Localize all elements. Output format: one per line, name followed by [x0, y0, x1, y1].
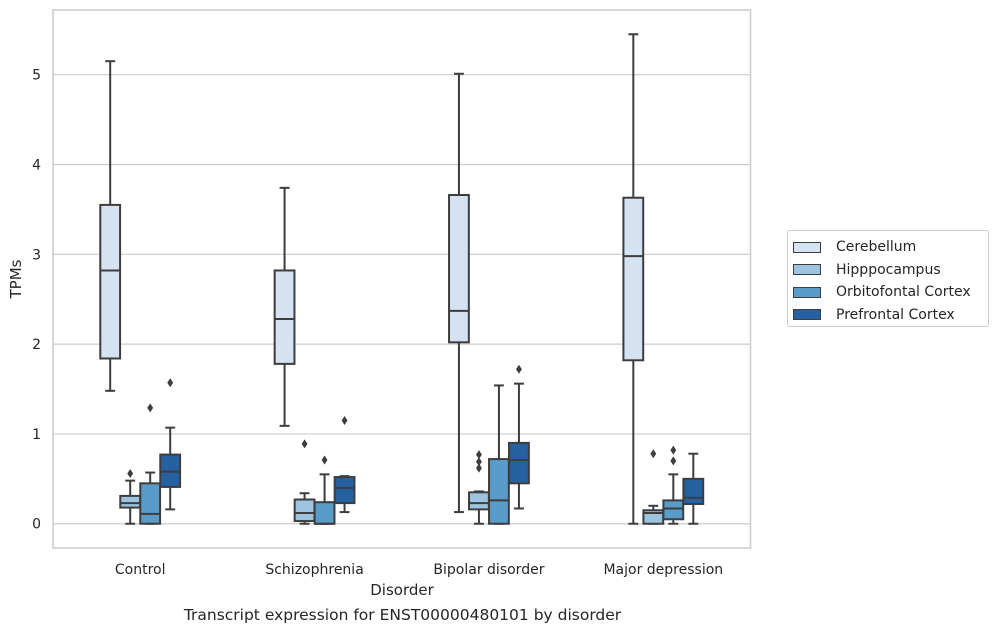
box-hipppocampus	[642, 449, 665, 525]
legend-item: Orbitofontal Cortex	[793, 281, 988, 304]
outlier-point	[341, 415, 348, 425]
outlier-point	[301, 439, 308, 449]
box-prefrontal-cortex	[159, 378, 182, 511]
boxes	[99, 33, 705, 525]
x-tick-label: Schizophrenia	[265, 562, 363, 578]
outlier-point	[167, 378, 174, 388]
box-prefrontal-cortex	[333, 415, 356, 514]
y-tick-label: 3	[32, 247, 41, 263]
legend-item: Hipppocampus	[793, 259, 988, 282]
outlier-point	[476, 463, 482, 473]
box-iqr	[273, 269, 296, 365]
figure-caption: Transcript expression for ENST0000048010…	[183, 606, 622, 624]
legend-swatch	[793, 286, 821, 298]
box-hipppocampus	[119, 468, 142, 525]
legend-swatch	[793, 264, 821, 276]
y-axis-label: TPMs	[7, 259, 25, 299]
x-tick-label: Major depression	[603, 562, 723, 578]
box-iqr	[468, 491, 490, 511]
box-cerebellum	[273, 186, 296, 427]
legend-label: Orbitofontal Cortex	[836, 284, 971, 301]
x-tick-label: Bipolar disorder	[433, 562, 544, 578]
box-hipppocampus	[468, 450, 490, 525]
legend-label: Hipppocampus	[836, 261, 941, 278]
box-orbitofontal-cortex	[139, 403, 162, 525]
box-iqr	[662, 499, 685, 521]
box-iqr	[488, 458, 510, 525]
legend-item: Cerebellum	[793, 236, 988, 259]
x-tick-labels: Control Schizophrenia Bipolar disorder Majo…	[115, 562, 723, 578]
y-tick-label: 1	[32, 427, 41, 443]
legend-swatch	[793, 309, 821, 321]
outlier-point	[670, 456, 677, 466]
box-iqr	[313, 501, 336, 525]
outlier-point	[147, 403, 154, 413]
box-iqr	[682, 477, 705, 505]
y-tick-label: 0	[32, 517, 41, 533]
box-cerebellum	[448, 72, 470, 514]
legend-swatch	[793, 241, 821, 253]
legend-item: Prefrontal Cortex	[793, 304, 988, 327]
y-tick-label: 5	[32, 68, 41, 84]
box-iqr	[622, 196, 645, 362]
box-iqr	[293, 498, 316, 523]
outlier-point	[650, 449, 657, 459]
y-tick-labels: 0 1 2 3 4 5	[32, 68, 41, 533]
box-orbitofontal-cortex	[488, 384, 510, 525]
grid-lines	[53, 74, 751, 525]
outlier-point	[127, 468, 134, 478]
legend: Cerebellum Hipppocampus Orbitofontal Corte…	[787, 230, 989, 327]
x-tick-label: Control	[115, 562, 166, 578]
box-cerebellum	[99, 60, 122, 392]
box-iqr	[139, 482, 162, 525]
outlier-point	[476, 450, 482, 460]
y-tick-label: 4	[32, 157, 41, 173]
box-hipppocampus	[293, 439, 316, 525]
y-tick-label: 2	[32, 337, 41, 353]
outlier-point	[670, 445, 677, 455]
box-prefrontal-cortex	[508, 364, 530, 510]
legend-label: Cerebellum	[836, 239, 917, 256]
box-prefrontal-cortex	[682, 452, 705, 525]
legend-label: Prefrontal Cortex	[836, 306, 955, 323]
box-iqr	[119, 494, 142, 509]
box-cerebellum	[622, 33, 645, 525]
outlier-point	[321, 455, 328, 465]
outlier-point	[516, 364, 522, 374]
x-axis-label: Disorder	[370, 581, 434, 599]
box-orbitofontal-cortex	[662, 445, 685, 525]
plot-frame	[52, 9, 752, 549]
box-iqr	[333, 476, 356, 505]
outlier-point	[476, 457, 482, 467]
box-iqr	[99, 203, 122, 360]
box-iqr	[508, 441, 530, 485]
box-iqr	[448, 194, 470, 344]
box-orbitofontal-cortex	[313, 455, 336, 525]
